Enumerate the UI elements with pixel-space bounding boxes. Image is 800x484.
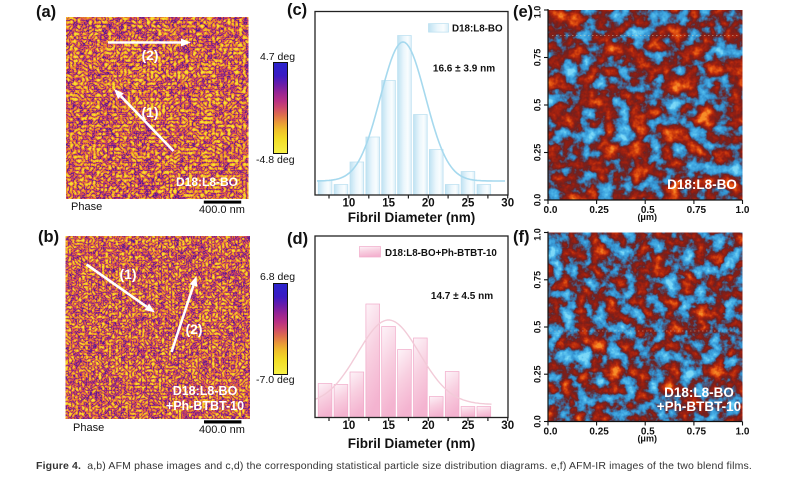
svg-text:0.5: 0.5 [641, 427, 655, 438]
svg-text:0.25: 0.25 [589, 205, 609, 216]
svg-text:1.0: 1.0 [533, 6, 543, 19]
svg-text:1.0: 1.0 [533, 228, 543, 241]
svg-text:1.0: 1.0 [736, 427, 750, 438]
svg-text:0.5: 0.5 [533, 99, 543, 112]
svg-text:Fibril Diameter (nm): Fibril Diameter (nm) [348, 436, 476, 451]
svg-text:0.75: 0.75 [687, 205, 707, 216]
svg-text:D18:L8-BO: D18:L8-BO [452, 23, 503, 34]
svg-text:D18:L8-BO+Ph-BTBT-10: D18:L8-BO+Ph-BTBT-10 [385, 248, 497, 259]
svg-text:0.75: 0.75 [533, 49, 543, 67]
svg-text:15: 15 [382, 420, 395, 432]
svg-text:0.25: 0.25 [589, 427, 609, 438]
svg-text:30: 30 [501, 420, 514, 432]
svg-text:1.0: 1.0 [736, 205, 750, 216]
svg-text:20: 20 [422, 198, 435, 210]
svg-text:25: 25 [462, 198, 475, 210]
svg-text:14.7 ± 4.5 nm: 14.7 ± 4.5 nm [431, 291, 493, 302]
svg-text:0.0: 0.0 [533, 194, 543, 207]
svg-text:10: 10 [343, 420, 356, 432]
svg-text:(μm): (μm) [637, 212, 657, 222]
svg-text:10: 10 [343, 198, 356, 210]
svg-text:30: 30 [501, 198, 514, 210]
svg-text:0.75: 0.75 [533, 271, 543, 289]
svg-text:0.25: 0.25 [533, 365, 543, 383]
svg-text:0.0: 0.0 [544, 205, 558, 216]
svg-text:0.5: 0.5 [641, 205, 655, 216]
svg-text:0.25: 0.25 [533, 144, 543, 162]
svg-text:0.0: 0.0 [533, 415, 543, 428]
svg-text:0.75: 0.75 [687, 427, 707, 438]
svg-text:Fibril Diameter (nm): Fibril Diameter (nm) [348, 210, 476, 225]
svg-text:15: 15 [382, 198, 395, 210]
svg-text:25: 25 [462, 420, 475, 432]
svg-text:0.5: 0.5 [533, 321, 543, 334]
svg-text:0.0: 0.0 [544, 427, 558, 438]
svg-text:(μm): (μm) [637, 434, 657, 444]
svg-text:16.6 ± 3.9 nm: 16.6 ± 3.9 nm [433, 63, 495, 74]
svg-text:20: 20 [422, 420, 435, 432]
